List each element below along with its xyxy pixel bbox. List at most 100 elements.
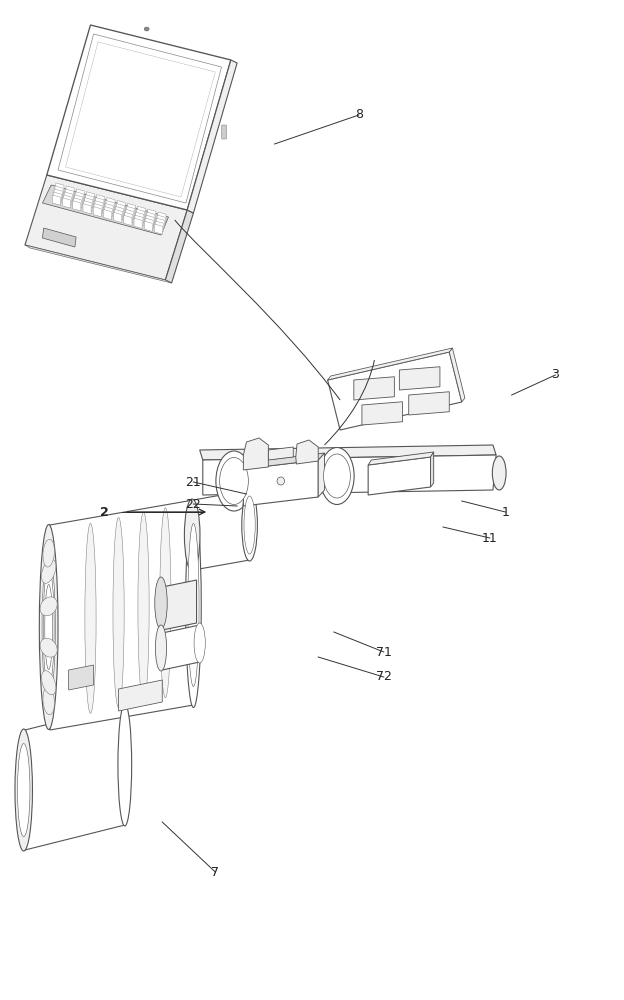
Polygon shape (296, 440, 318, 464)
Ellipse shape (43, 687, 54, 715)
Polygon shape (25, 245, 172, 283)
Polygon shape (56, 183, 64, 193)
Polygon shape (54, 189, 62, 199)
Ellipse shape (39, 524, 58, 730)
Polygon shape (52, 195, 61, 205)
Polygon shape (399, 367, 440, 390)
Polygon shape (125, 209, 134, 220)
Text: 72: 72 (376, 670, 392, 684)
Polygon shape (268, 447, 293, 460)
Polygon shape (116, 203, 124, 214)
FancyBboxPatch shape (222, 125, 227, 139)
Polygon shape (117, 200, 125, 211)
Polygon shape (104, 207, 112, 217)
Polygon shape (127, 203, 135, 214)
Text: 3: 3 (552, 368, 559, 381)
Polygon shape (42, 185, 168, 235)
Ellipse shape (186, 502, 201, 708)
Ellipse shape (241, 489, 258, 561)
Ellipse shape (194, 623, 205, 663)
Text: 8: 8 (355, 108, 363, 121)
Polygon shape (114, 209, 122, 220)
Polygon shape (158, 212, 166, 222)
Polygon shape (66, 42, 215, 197)
Polygon shape (87, 192, 95, 202)
Polygon shape (115, 206, 124, 217)
Polygon shape (104, 210, 112, 220)
Polygon shape (125, 212, 133, 223)
Polygon shape (76, 189, 84, 199)
Polygon shape (156, 218, 164, 228)
Ellipse shape (185, 499, 200, 571)
Polygon shape (449, 348, 465, 402)
Polygon shape (97, 195, 105, 205)
Ellipse shape (41, 559, 56, 583)
Polygon shape (42, 228, 76, 247)
Polygon shape (53, 192, 61, 202)
Polygon shape (85, 195, 94, 205)
Ellipse shape (155, 577, 167, 629)
Polygon shape (431, 452, 434, 487)
Polygon shape (95, 201, 103, 211)
Polygon shape (105, 204, 114, 214)
Polygon shape (134, 218, 142, 228)
Polygon shape (165, 210, 193, 283)
Polygon shape (65, 189, 73, 199)
Polygon shape (187, 60, 237, 213)
Polygon shape (243, 438, 268, 470)
Polygon shape (200, 445, 496, 460)
Polygon shape (157, 215, 165, 225)
Ellipse shape (155, 625, 167, 671)
Polygon shape (64, 195, 72, 205)
Ellipse shape (17, 744, 30, 836)
Polygon shape (62, 198, 71, 208)
Ellipse shape (113, 517, 124, 707)
Polygon shape (114, 212, 122, 223)
Polygon shape (106, 200, 114, 211)
Polygon shape (243, 453, 324, 469)
Polygon shape (136, 212, 144, 222)
Ellipse shape (43, 539, 54, 567)
Polygon shape (127, 206, 135, 217)
Polygon shape (85, 198, 93, 208)
Ellipse shape (43, 568, 54, 686)
Polygon shape (74, 198, 82, 208)
Polygon shape (83, 204, 91, 214)
Ellipse shape (15, 729, 32, 851)
Ellipse shape (244, 496, 255, 554)
Text: 1: 1 (502, 506, 509, 518)
Polygon shape (155, 221, 163, 231)
Polygon shape (64, 192, 72, 202)
Text: 2: 2 (100, 506, 109, 518)
Text: 71: 71 (376, 646, 392, 658)
Polygon shape (119, 680, 162, 711)
Ellipse shape (85, 523, 96, 713)
Polygon shape (124, 215, 132, 226)
Polygon shape (147, 212, 155, 222)
Text: 11: 11 (482, 532, 498, 544)
Ellipse shape (42, 555, 56, 699)
Ellipse shape (492, 456, 506, 490)
Ellipse shape (188, 524, 199, 686)
Polygon shape (318, 453, 324, 497)
Ellipse shape (220, 458, 248, 504)
Ellipse shape (216, 451, 252, 511)
Polygon shape (155, 224, 163, 234)
Polygon shape (76, 192, 84, 202)
Polygon shape (94, 204, 102, 214)
Polygon shape (162, 580, 197, 630)
Ellipse shape (144, 27, 149, 31)
Ellipse shape (40, 638, 57, 657)
Polygon shape (47, 25, 231, 210)
Ellipse shape (40, 597, 57, 616)
Polygon shape (328, 352, 462, 430)
Text: 7: 7 (212, 865, 219, 879)
Polygon shape (148, 209, 156, 219)
Polygon shape (50, 500, 193, 730)
Ellipse shape (41, 671, 56, 695)
Ellipse shape (319, 448, 354, 504)
Polygon shape (146, 215, 154, 225)
Polygon shape (58, 34, 222, 203)
Polygon shape (137, 209, 145, 219)
Ellipse shape (324, 454, 351, 498)
